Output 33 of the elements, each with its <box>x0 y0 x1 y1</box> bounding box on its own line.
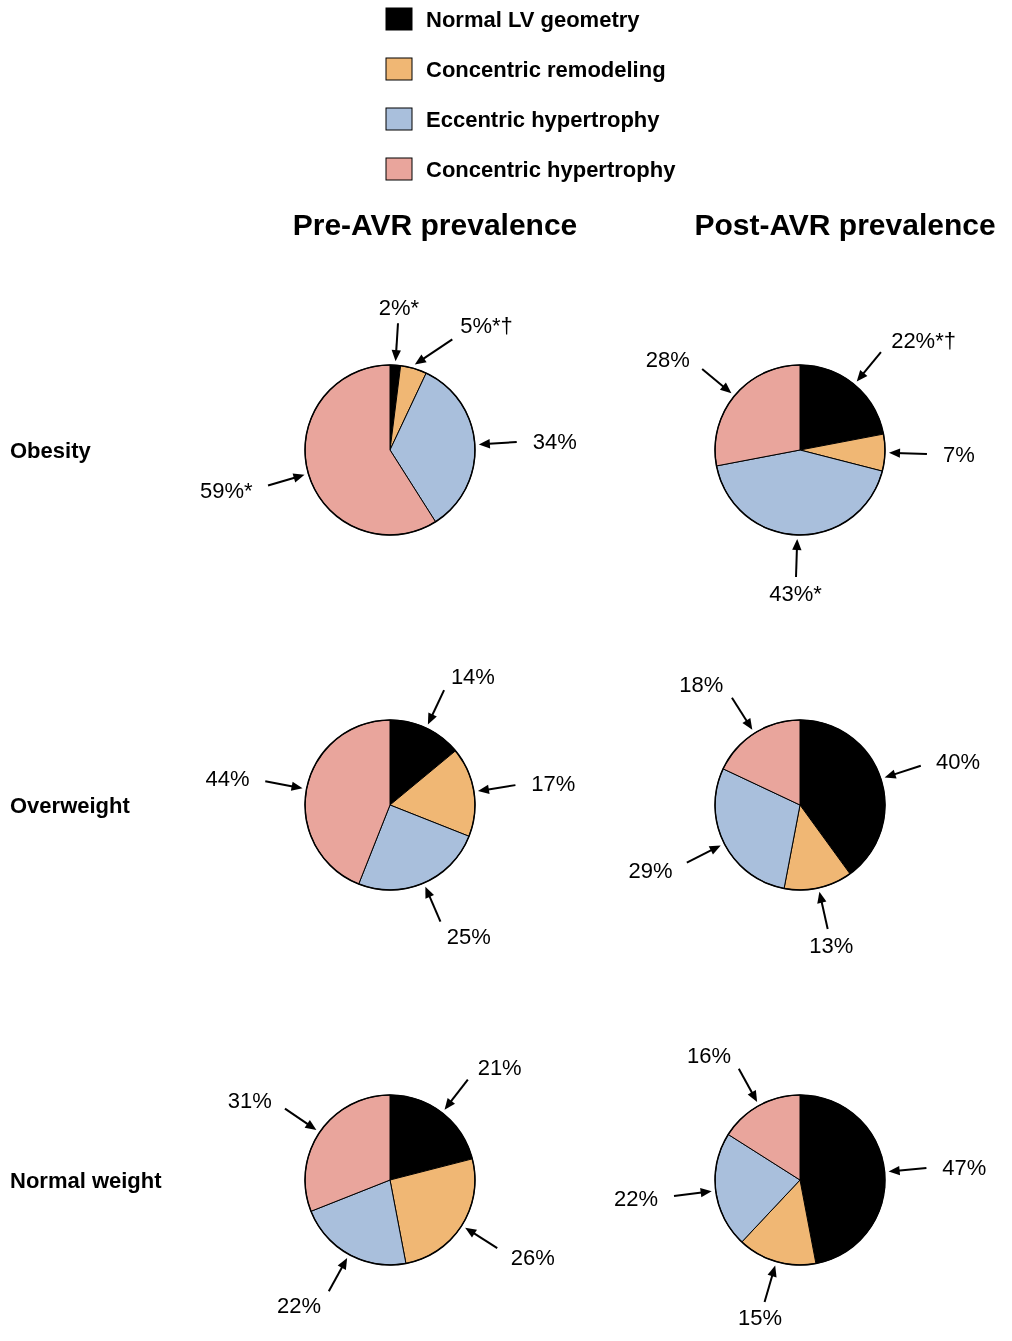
data-label: 29% <box>628 857 673 883</box>
legend-label: Normal LV geometry <box>426 7 641 32</box>
data-label: 28% <box>645 346 690 372</box>
data-label: 15% <box>738 1305 783 1331</box>
text: Pre-AVR prevalence <box>292 208 578 241</box>
data-label: 44% <box>205 766 250 792</box>
data-label: 47% <box>942 1154 987 1180</box>
data-label: 59%* <box>200 477 254 503</box>
data-label: 7% <box>942 442 975 468</box>
data-label: 40% <box>936 748 981 774</box>
text: Normal weight <box>10 1168 163 1193</box>
data-label: 5%*† <box>460 313 513 339</box>
data-label: 43%* <box>769 580 823 606</box>
data-label: 26% <box>510 1244 555 1270</box>
data-label: 13% <box>809 932 854 958</box>
data-label: 22% <box>277 1293 322 1319</box>
legend-label: Concentric remodeling <box>426 57 666 82</box>
chart-title: Post-AVR prevalence <box>694 208 996 241</box>
data-label: 31% <box>227 1087 272 1113</box>
data-label: 25% <box>446 924 491 950</box>
data-label: 22%*† <box>891 327 956 353</box>
text: Obesity <box>10 438 92 463</box>
data-label: 16% <box>687 1042 732 1068</box>
legend-label: Concentric hypertrophy <box>426 157 677 182</box>
data-label: 18% <box>679 672 724 698</box>
data-label: 2%* <box>378 295 420 321</box>
data-label: 22% <box>614 1185 659 1211</box>
text: Overweight <box>10 793 131 818</box>
data-label: 34% <box>532 429 577 455</box>
data-label: 21% <box>477 1055 522 1081</box>
data-label: 17% <box>531 770 576 796</box>
data-label: 14% <box>450 663 495 689</box>
legend-label: Eccentric hypertrophy <box>426 107 661 132</box>
